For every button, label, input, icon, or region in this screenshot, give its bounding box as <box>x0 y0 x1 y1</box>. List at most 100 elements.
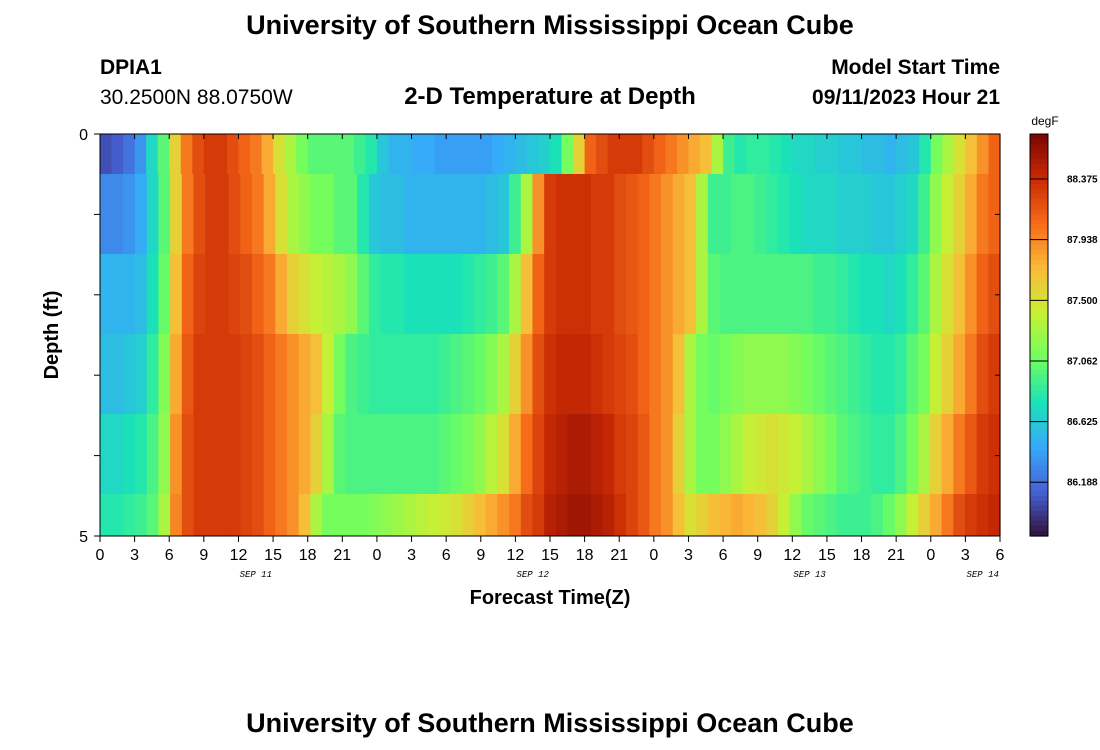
x-tick-label: 12 <box>783 547 801 564</box>
heatmap-cell <box>871 414 884 494</box>
heatmap-cell <box>777 334 791 414</box>
heatmap-cell <box>497 494 510 536</box>
heatmap-cell <box>263 254 276 334</box>
heatmap-cell <box>894 334 908 414</box>
heatmap-cell <box>661 174 674 254</box>
heatmap-cell <box>509 414 522 494</box>
heatmap-cell <box>964 174 978 254</box>
heatmap-cell <box>526 134 540 174</box>
model-start-value: 09/11/2023 Hour 21 <box>812 86 1000 109</box>
x-tick-label: 6 <box>996 547 1005 564</box>
heatmap-cell <box>135 174 148 254</box>
heatmap-cell <box>203 134 216 174</box>
heatmap-cell <box>642 134 655 174</box>
colorbar-segment <box>1030 194 1048 200</box>
heatmap-cell <box>427 494 440 536</box>
colorbar-frame <box>1029 133 1049 537</box>
heatmap-cell <box>450 334 463 414</box>
heatmap-cell <box>205 414 218 494</box>
heatmap-cell <box>450 494 463 536</box>
heatmap-cell <box>146 414 160 494</box>
colorbar-segment <box>1030 204 1048 210</box>
heatmap-cell <box>976 254 989 334</box>
heatmap-cell <box>100 134 113 174</box>
heatmap-cell <box>777 254 791 334</box>
heatmap-cell <box>614 414 627 494</box>
heatmap-cell <box>238 134 251 174</box>
heatmap-cell <box>333 174 347 254</box>
heatmap-cell <box>789 414 802 494</box>
heatmap-cell <box>438 334 452 414</box>
heatmap-cell <box>240 174 253 254</box>
colorbar-segment <box>1030 475 1048 482</box>
heatmap-cell <box>333 334 347 414</box>
colorbar-segment <box>1030 254 1048 261</box>
colorbar-segment <box>1030 199 1048 205</box>
heatmap-cell <box>474 254 487 334</box>
heatmap-cell <box>688 134 701 174</box>
heatmap-cell <box>158 254 171 334</box>
heatmap-cell <box>976 414 989 494</box>
heatmap-cell <box>169 134 182 174</box>
heatmap-cell <box>711 134 724 174</box>
heatmap-cell <box>625 494 639 536</box>
heatmap-cell <box>157 134 170 174</box>
heatmap-cell <box>988 414 1001 494</box>
heatmap-cell <box>158 414 171 494</box>
heatmap-cell <box>438 254 452 334</box>
heatmap-cell <box>602 494 615 536</box>
heatmap-cell <box>287 254 300 334</box>
heatmap-cell <box>123 174 136 254</box>
heatmap-cell <box>894 494 908 536</box>
heatmap-cell <box>754 494 767 536</box>
heatmap-cell <box>485 494 498 536</box>
colorbar-segment <box>1030 370 1048 376</box>
heatmap-cell <box>497 414 510 494</box>
heatmap-cell <box>261 134 274 174</box>
heatmap-cell <box>333 414 347 494</box>
heatmap-cell <box>894 414 908 494</box>
heatmap-cell <box>509 334 522 414</box>
heatmap-cell <box>111 174 124 254</box>
colorbar-segment <box>1030 340 1048 346</box>
heatmap-cell <box>345 494 358 536</box>
heatmap-cell <box>170 494 183 536</box>
heatmap-cell <box>322 334 335 414</box>
heatmap-cell <box>368 334 382 414</box>
heatmap-cell <box>567 414 580 494</box>
heatmap-cell <box>918 174 931 254</box>
heatmap-cell <box>929 174 943 254</box>
colorbar-segment <box>1030 304 1048 311</box>
heatmap-cell <box>415 494 428 536</box>
heatmap-cell <box>815 134 828 174</box>
colorbar-segment <box>1030 405 1048 411</box>
heatmap-cell <box>676 134 690 174</box>
heatmap-cell <box>532 254 545 334</box>
colorbar-segment <box>1030 274 1048 281</box>
x-tick-label: 0 <box>926 547 935 564</box>
heatmap-cell <box>287 494 300 536</box>
colorbar-segment <box>1030 184 1048 190</box>
heatmap-cell <box>474 414 487 494</box>
heatmap-cell <box>929 414 943 494</box>
heatmap-cell <box>625 254 639 334</box>
heatmap-cell <box>884 134 897 174</box>
heatmap-cell <box>742 494 756 536</box>
heatmap-cell <box>567 174 580 254</box>
heatmap-cell <box>146 254 160 334</box>
heatmap-cell <box>953 494 966 536</box>
heatmap-cell <box>310 174 323 254</box>
heatmap-cell <box>462 334 475 414</box>
heatmap-cell <box>906 334 919 414</box>
heatmap-cell <box>848 414 861 494</box>
heatmap-cell <box>941 414 954 494</box>
heatmap-cell <box>906 174 919 254</box>
heatmap-cell <box>619 134 632 174</box>
heatmap-cell <box>824 174 837 254</box>
heatmap-cell <box>520 334 534 414</box>
heatmap-cell <box>777 414 791 494</box>
heatmap-cell <box>803 134 816 174</box>
heatmap-cell <box>380 334 393 414</box>
heatmap-cell <box>228 414 241 494</box>
heatmap-cell <box>731 334 744 414</box>
